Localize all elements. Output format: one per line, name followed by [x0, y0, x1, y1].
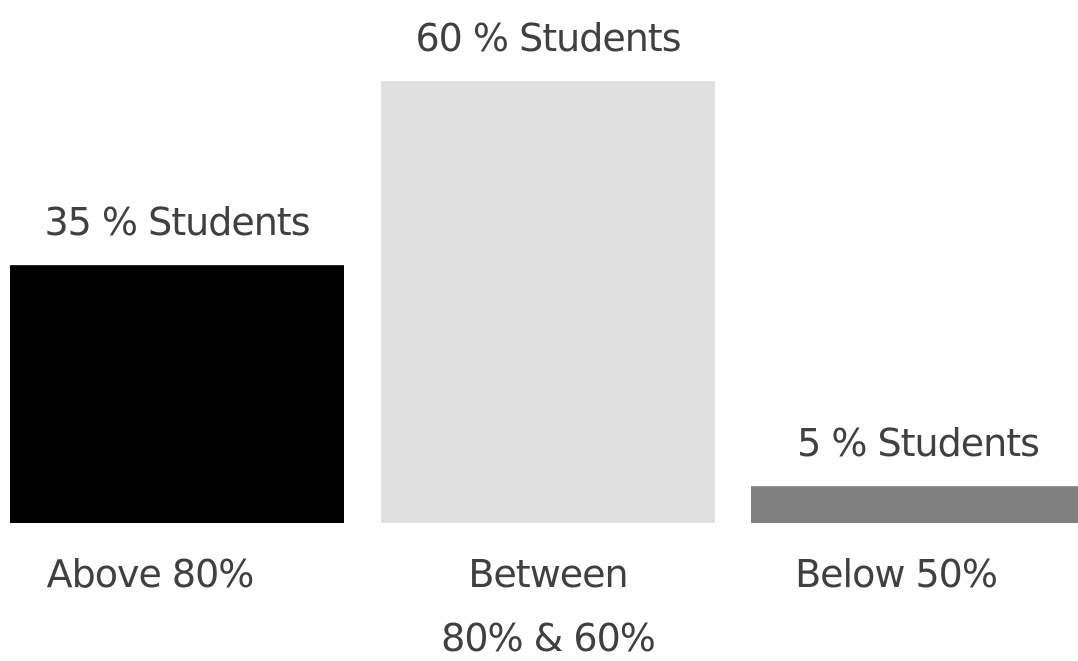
category-label-below-50: Below 50% — [795, 552, 997, 596]
bar-between-80-60 — [381, 81, 715, 523]
bars-layer — [10, 81, 1078, 523]
value-label-between-80-60: 60 % Students — [415, 16, 680, 60]
category-label-between-80-60: Between 80% & 60% — [441, 552, 655, 657]
value-label-above-80: 35 % Students — [44, 200, 309, 244]
value-label-below-50: 5 % Students — [797, 421, 1039, 465]
category-labels-layer: Above 80% Between 80% & 60% Below 50% — [47, 552, 998, 660]
bar-above-80 — [10, 265, 344, 523]
value-labels-layer: 35 % Students 60 % Students 5 % Students — [44, 16, 1039, 465]
bar-below-50 — [751, 486, 1078, 523]
category-label-above-80: Above 80% — [47, 552, 254, 596]
